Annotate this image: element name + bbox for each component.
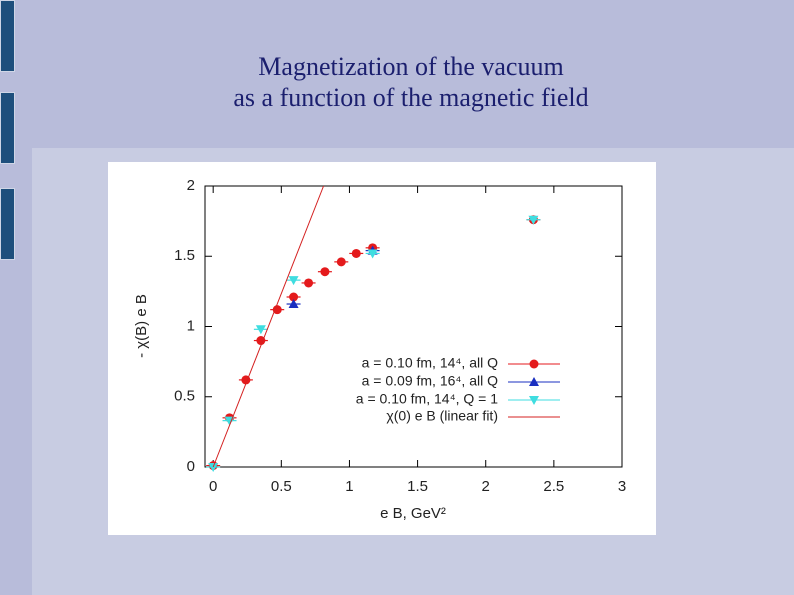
data-point — [288, 299, 299, 309]
data-point — [367, 249, 378, 259]
x-tick-label: 1 — [345, 478, 353, 495]
x-tick-label: 0 — [209, 478, 217, 495]
legend-marker — [529, 359, 539, 369]
data-point — [208, 463, 219, 472]
y-tick-label: 0 — [187, 458, 195, 475]
x-axis-label: e B, GeV² — [380, 505, 446, 522]
legend-marker — [529, 377, 539, 386]
data-point — [255, 325, 266, 335]
legend-label: a = 0.10 fm, 14⁴, all Q — [362, 355, 498, 371]
y-tick-label: 0.5 — [174, 388, 195, 405]
x-tick-label: 3 — [618, 478, 626, 495]
data-point — [320, 267, 330, 277]
x-tick-label: 2.5 — [543, 478, 564, 495]
legend-marker — [529, 396, 539, 405]
data-point — [288, 276, 299, 286]
legend-label: a = 0.10 fm, 14⁴, Q = 1 — [356, 391, 498, 407]
data-point — [272, 305, 282, 315]
data-point — [351, 248, 361, 258]
y-tick-label: 1.5 — [174, 247, 195, 264]
side-bar — [0, 188, 15, 260]
legend-label: χ(0) e B (linear fit) — [386, 408, 498, 424]
data-point — [289, 292, 299, 302]
x-tick-label: 1.5 — [407, 478, 428, 495]
chart-background — [108, 162, 656, 535]
y-tick-label: 1 — [187, 317, 195, 334]
side-bar — [0, 92, 15, 164]
y-axis-label: - χ(B) e B — [133, 294, 150, 358]
data-point — [256, 336, 266, 346]
side-bar — [0, 0, 15, 72]
slide-title: Magnetization of the vacuum — [258, 52, 564, 81]
slide-title: as a function of the magnetic field — [233, 83, 589, 112]
fit-line — [212, 185, 325, 468]
x-tick-label: 0.5 — [271, 478, 292, 495]
chart: e B, GeV² - χ(B) e B 0 0.5 1 1.5 2 0 0.5 1 1.5 2 2… — [108, 162, 656, 535]
legend-label: a = 0.09 fm, 16⁴, all Q — [362, 373, 498, 389]
y-tick-label: 2 — [187, 177, 195, 194]
x-tick-label: 2 — [482, 478, 490, 495]
data-point — [336, 257, 346, 267]
data-point — [304, 278, 314, 288]
data-point — [528, 215, 539, 225]
